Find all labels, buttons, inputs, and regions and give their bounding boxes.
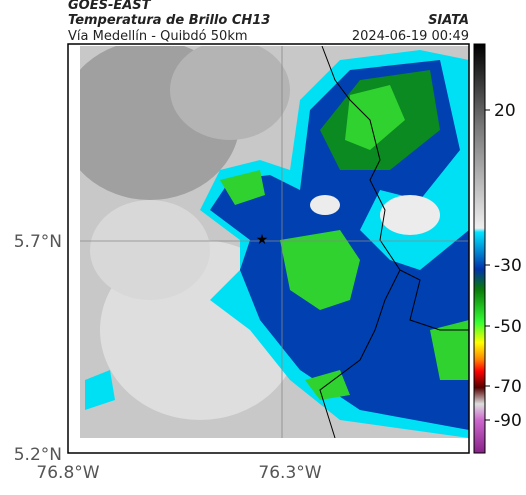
colorbar-tick-label: -50 bbox=[494, 317, 522, 337]
colorbar-tick-label: -30 bbox=[494, 256, 522, 276]
svg-text:★: ★ bbox=[256, 232, 269, 248]
title: Temperatura de Brillo CH13 bbox=[68, 13, 270, 28]
route: Vía Medellín - Quibdó 50km bbox=[68, 29, 248, 44]
map-frame bbox=[67, 43, 470, 454]
lat-label: 5.2°N bbox=[14, 445, 62, 465]
lon-label: 76.8°W bbox=[36, 463, 99, 483]
colorbar-tick-label: -90 bbox=[494, 411, 522, 431]
colorbar-tick-label: -70 bbox=[494, 377, 522, 397]
source: SIATA bbox=[428, 13, 469, 28]
product: GOES-EAST bbox=[68, 0, 152, 13]
colorbar bbox=[473, 43, 486, 454]
timestamp: 2024-06-19 00:49 bbox=[352, 29, 469, 44]
colorbar-ticks: 20 -30 -50 -70 -90 bbox=[485, 101, 522, 431]
lat-label: 5.7°N bbox=[14, 232, 62, 252]
lon-label: 76.3°W bbox=[258, 463, 321, 483]
colorbar-tick-label: 20 bbox=[494, 101, 516, 121]
satellite-image: ★ bbox=[80, 46, 469, 438]
